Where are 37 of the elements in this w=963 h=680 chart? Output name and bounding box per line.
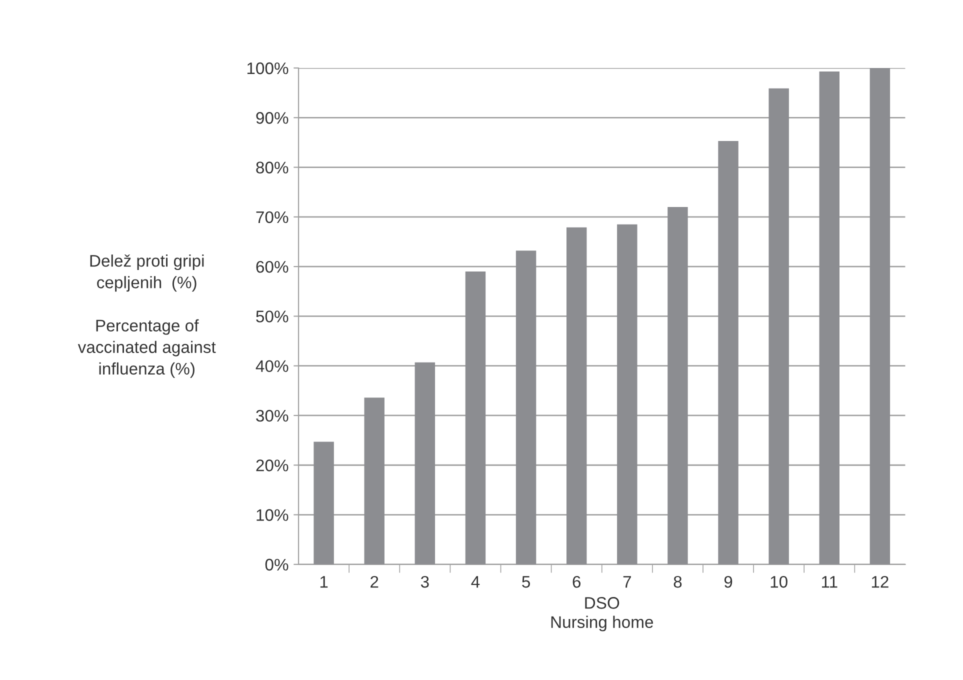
- bar: [314, 442, 334, 564]
- x-axis-title: DSO Nursing home: [551, 597, 654, 632]
- x-tick-label: 8: [674, 576, 682, 588]
- x-tick-label: 2: [370, 576, 378, 588]
- bar: [668, 206, 688, 564]
- x-tick-label: 4: [471, 576, 480, 588]
- x-tick-label: 11: [822, 576, 838, 588]
- y-tick-label: 0%: [265, 558, 288, 571]
- x-tick-label: 10: [770, 576, 788, 588]
- bar: [819, 71, 840, 564]
- y-tick-label: 20%: [256, 460, 288, 472]
- y-tick-label: 60%: [256, 260, 288, 273]
- bar: [465, 272, 486, 564]
- bar: [364, 398, 384, 564]
- bar: [718, 140, 738, 564]
- y-tick-label: 80%: [256, 162, 288, 174]
- y-tick-label: 30%: [256, 410, 288, 422]
- bar: [870, 68, 890, 564]
- x-tick-label: 9: [724, 576, 732, 588]
- bar: [414, 362, 436, 564]
- x-tick-label: 5: [522, 576, 530, 588]
- y-tick-label: 40%: [256, 360, 288, 372]
- x-tick-label: 3: [420, 576, 429, 588]
- bar: [566, 227, 587, 564]
- bar: [617, 224, 638, 564]
- bar: [516, 250, 536, 564]
- x-tick-label: 7: [623, 576, 631, 588]
- y-tick-label: 10%: [256, 509, 288, 521]
- y-tick-label: 90%: [256, 112, 288, 124]
- y-tick-label: 100%: [247, 62, 288, 74]
- x-tick-label: 1: [320, 576, 328, 588]
- x-tick-label: 12: [872, 576, 888, 588]
- x-tick-label: 6: [572, 576, 580, 588]
- bar: [768, 88, 789, 564]
- y-tick-label: 50%: [256, 310, 288, 322]
- y-tick-label: 70%: [256, 211, 288, 224]
- text: Delež proti gripi cepljenih (%) Percentage of vaccinated against influenza (%): [78, 254, 216, 378]
